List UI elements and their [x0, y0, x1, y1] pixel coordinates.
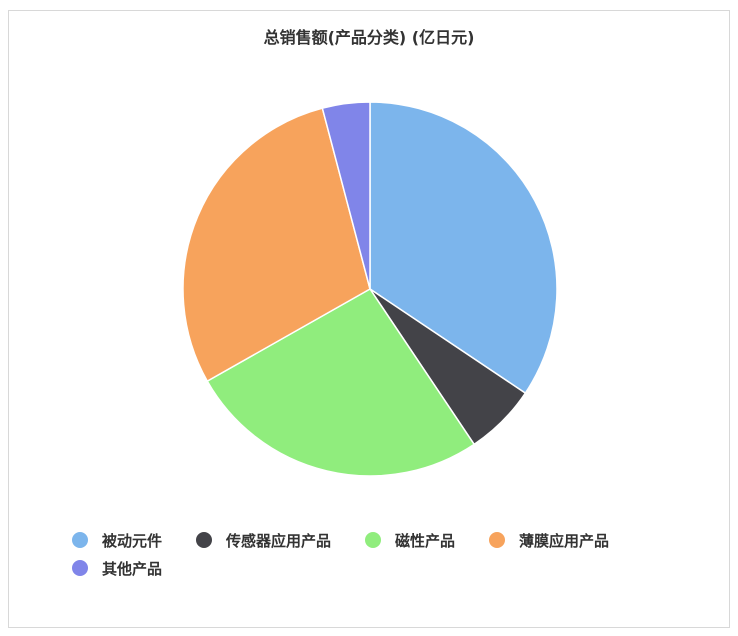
- legend-item[interactable]: 其他产品: [72, 554, 162, 582]
- legend-item[interactable]: 磁性产品: [365, 526, 455, 554]
- legend-item[interactable]: 薄膜应用产品: [489, 526, 609, 554]
- chart-title: 总销售额(产品分类) (亿日元): [263, 28, 475, 47]
- pie-slice-4[interactable]: [182, 107, 371, 383]
- pie-slice-1[interactable]: [369, 101, 558, 395]
- pie-slice-5[interactable]: [321, 101, 371, 290]
- pie-slice-3[interactable]: [206, 288, 476, 477]
- legend-marker: [489, 532, 506, 548]
- legend: 被动元件 传感器应用产品 磁性产品 薄膜应用产品其他产品: [72, 526, 692, 582]
- legend-marker: [72, 560, 88, 576]
- legend-label: 传感器应用产品: [226, 531, 332, 550]
- legend-label: 其他产品: [102, 559, 163, 578]
- legend-label: 薄膜应用产品: [519, 531, 610, 550]
- legend-marker: [196, 532, 213, 548]
- legend-label: 磁性产品: [395, 531, 456, 550]
- chart-frame: [8, 10, 730, 628]
- legend-label: 被动元件: [102, 531, 163, 550]
- legend-item[interactable]: 被动元件: [72, 526, 162, 554]
- legend-marker: [365, 532, 382, 548]
- legend-item[interactable]: 传感器应用产品: [196, 526, 331, 554]
- legend-marker: [72, 532, 88, 548]
